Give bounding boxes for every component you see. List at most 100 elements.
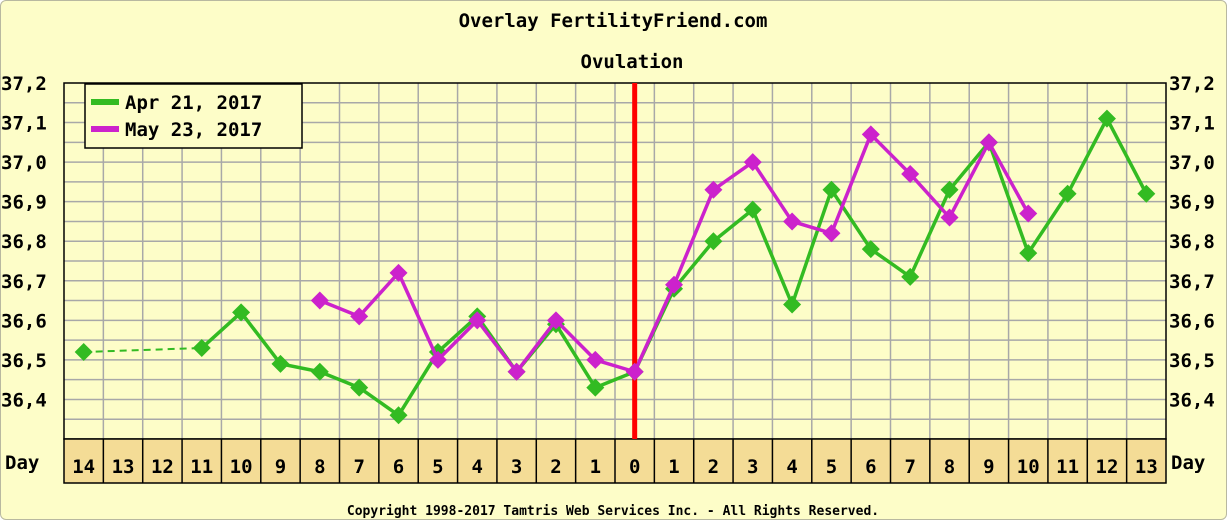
day-tick-label: 7 — [904, 456, 915, 478]
day-tick-label: 14 — [72, 456, 95, 478]
day-tick-label: 9 — [275, 456, 286, 478]
series-segment — [987, 141, 1030, 254]
y-tick-label-left: 36,5 — [1, 350, 47, 372]
day-tick-label: 1 — [590, 456, 601, 478]
data-point — [861, 240, 880, 259]
data-point — [350, 378, 369, 397]
y-tick-label-left: 36,4 — [1, 389, 47, 411]
data-point — [783, 295, 802, 314]
data-point — [901, 267, 920, 286]
day-tick-label: 5 — [432, 456, 443, 478]
series-segment — [397, 351, 440, 417]
data-point — [310, 291, 329, 310]
data-point — [1019, 244, 1038, 263]
day-tick-label: 3 — [747, 456, 758, 478]
data-point — [350, 307, 369, 326]
series-segment — [475, 319, 518, 373]
y-axis-left: 37,2 37,1 37,0 36,9 36,8 36,7 36,6 36,5 36,4 — [1, 73, 47, 411]
chart-subtitle: Ovulation — [581, 51, 684, 73]
data-point — [1097, 109, 1116, 128]
series-segment — [1026, 192, 1070, 255]
y-tick-label-right: 37,1 — [1169, 113, 1215, 135]
data-point — [1137, 184, 1156, 203]
y-tick-label-left: 37,0 — [1, 152, 47, 174]
series-segment — [200, 311, 243, 350]
day-tick-label: 8 — [314, 456, 325, 478]
legend: Apr 21, 2017 May 23, 2017 — [84, 83, 303, 149]
data-point — [822, 224, 841, 243]
data-point — [704, 232, 723, 251]
series-segment — [672, 240, 715, 290]
day-tick-label: 10 — [1017, 456, 1040, 478]
y-tick-label-left: 37,2 — [1, 73, 47, 95]
series-segment — [633, 284, 676, 373]
y-tick-label-left: 36,7 — [1, 271, 47, 293]
y-tick-label-right: 36,9 — [1169, 192, 1215, 214]
copyright-footer: Copyright 1998-2017 Tamtris Web Services… — [347, 504, 879, 519]
day-tick-label: 0 — [629, 456, 640, 478]
series-segment — [908, 189, 952, 278]
data-point — [940, 208, 959, 227]
data-point — [822, 180, 841, 199]
legend-label-may: May 23, 2017 — [125, 119, 262, 141]
day-tick-label: 6 — [865, 456, 876, 478]
y-tick-label-right: 37,0 — [1169, 152, 1215, 174]
series-segment — [594, 370, 636, 390]
y-tick-label-right: 37,2 — [1169, 73, 1215, 95]
series-segment — [1105, 117, 1148, 195]
day-tick-label: 13 — [112, 456, 135, 478]
data-point — [586, 350, 605, 369]
series-segment — [908, 172, 951, 219]
series-segment — [319, 298, 360, 319]
data-point — [389, 406, 408, 425]
day-tick-label: 7 — [353, 456, 364, 478]
day-label-left: Day — [5, 452, 39, 474]
series-segment — [751, 208, 794, 306]
day-label-right: Day — [1171, 452, 1205, 474]
series-segment — [319, 370, 360, 390]
series-segment — [948, 141, 991, 191]
data-point — [389, 263, 408, 282]
data-point — [783, 212, 802, 231]
series-segment — [829, 133, 873, 234]
day-tick-label: 2 — [550, 456, 561, 478]
y-tick-label-right: 36,7 — [1169, 271, 1215, 293]
series-segment — [357, 271, 400, 318]
series-layer — [74, 109, 1156, 425]
series-segment — [712, 208, 754, 243]
series-segment — [987, 141, 1030, 215]
series-segment — [515, 319, 558, 373]
data-point — [743, 200, 762, 219]
y-tick-label-right: 36,8 — [1169, 231, 1215, 253]
day-tick-label: 3 — [511, 456, 522, 478]
data-point — [665, 275, 684, 294]
data-point — [271, 354, 290, 373]
day-tick-label: 13 — [1135, 456, 1158, 478]
series-segment — [554, 323, 597, 389]
data-point — [743, 153, 762, 172]
series-segment — [436, 319, 479, 362]
day-tick-label: 4 — [786, 456, 797, 478]
day-tick-label: 6 — [393, 456, 404, 478]
data-point — [861, 125, 880, 144]
data-point — [940, 180, 959, 199]
y-tick-label-left: 37,1 — [1, 113, 47, 135]
legend-label-apr: Apr 21, 2017 — [125, 92, 262, 114]
data-point — [979, 133, 998, 152]
series-segment — [239, 311, 282, 365]
y-tick-label-left: 36,9 — [1, 192, 47, 214]
day-tick-label: 2 — [708, 456, 719, 478]
series-segment — [751, 161, 794, 223]
series-segment — [712, 160, 754, 192]
day-axis-cells: 14 13 12 11 10 9 8 7 6 5 4 3 2 1 0 1 2 3 4 5 6 7 8 9 10 11 12 13 — [72, 439, 1158, 483]
series-segment — [869, 133, 912, 176]
y-tick-label-left: 36,6 — [1, 310, 47, 332]
day-tick-label: 4 — [472, 456, 483, 478]
data-point — [546, 311, 565, 330]
series-segment — [830, 188, 873, 251]
series-segment — [554, 319, 597, 362]
y-tick-label-left: 36,8 — [1, 231, 47, 253]
data-point — [310, 362, 329, 381]
